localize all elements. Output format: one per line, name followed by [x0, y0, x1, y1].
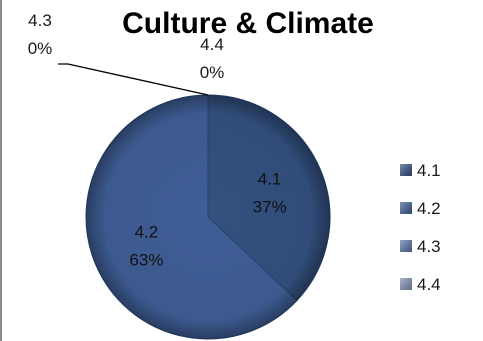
- legend-label-4.2: 4.2: [417, 199, 441, 218]
- data-label-4.3: 4.3 0%: [28, 11, 53, 58]
- legend-swatch-shade-4.2: [400, 202, 412, 214]
- leader-line-4.3: [58, 63, 209, 96]
- legend-label-4.4: 4.4: [417, 275, 441, 294]
- chart-title: Culture & Climate: [122, 7, 374, 40]
- data-label-4.2: 4.2 63%: [129, 223, 163, 270]
- data-label-4.1: 4.1 37%: [253, 169, 287, 216]
- data-labels: 4.1 37% 4.2 63% 4.3 0% 4.4 0%: [28, 11, 287, 270]
- legend-swatch-shade-4.3: [400, 240, 412, 252]
- legend-swatch-shade-4.4: [400, 278, 412, 290]
- pie-slices: [85, 94, 331, 340]
- legend-label-4.1: 4.1: [417, 161, 441, 180]
- legend-swatch-shade-4.1: [400, 164, 412, 176]
- data-label-4.4: 4.4 0%: [200, 35, 225, 82]
- leader-lines: [58, 63, 209, 96]
- legend: 4.1 4.2 4.3 4.4: [400, 161, 441, 294]
- legend-label-4.3: 4.3: [417, 237, 441, 256]
